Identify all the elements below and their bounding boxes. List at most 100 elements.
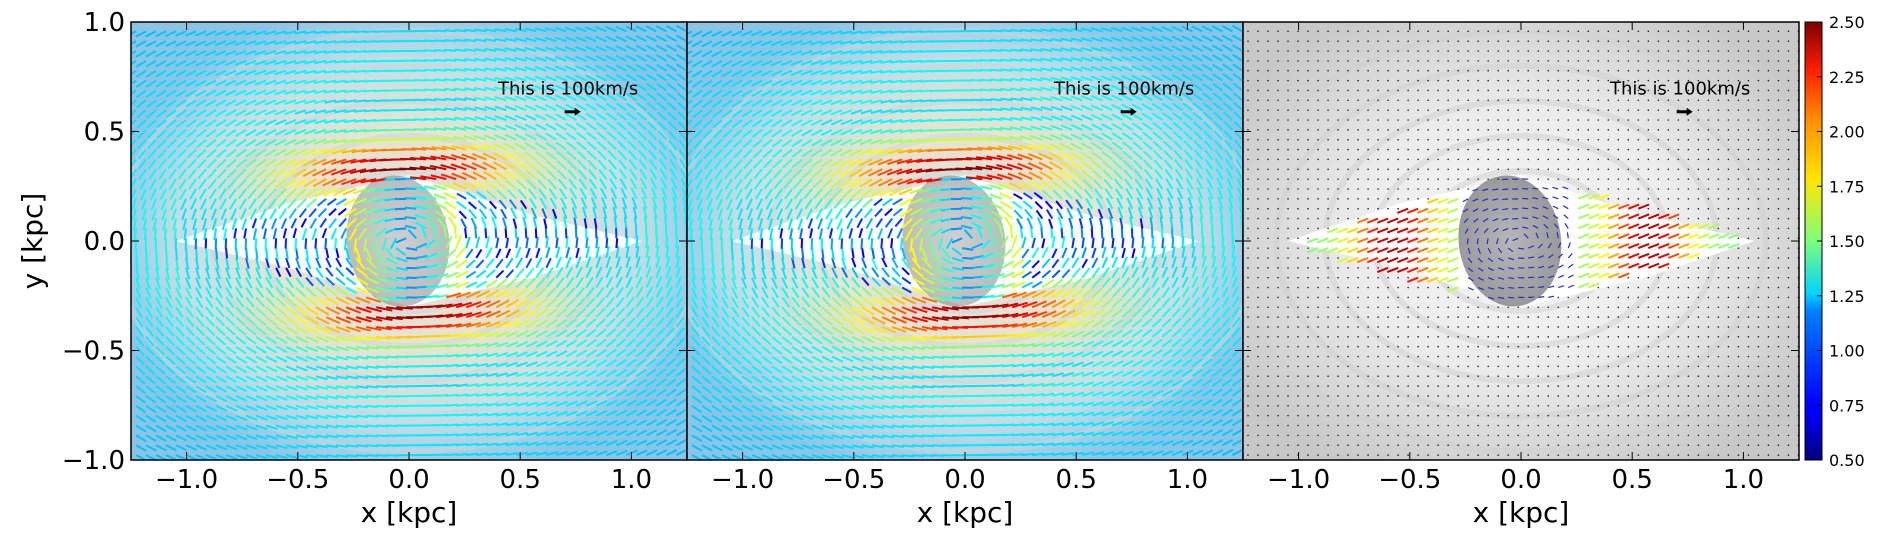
vector-arrow [325, 238, 326, 249]
vector-arrow [276, 238, 277, 248]
vector-arrow [466, 454, 478, 455]
vector-arrow [912, 455, 924, 456]
vector-arrow [286, 238, 287, 248]
vector-arrow [1162, 237, 1163, 248]
vector-arrow [405, 188, 416, 189]
vector-arrow [385, 189, 397, 190]
vector-arrow [972, 287, 983, 288]
vector-arrow [961, 208, 972, 209]
vector-arrow [405, 208, 416, 209]
vector-arrow [246, 248, 247, 259]
vector-arrow [556, 238, 557, 249]
x-tick-label: 0.5 [500, 465, 541, 495]
vector-arrow [812, 248, 813, 260]
vector-arrow [932, 455, 944, 456]
vector-arrow [206, 248, 207, 260]
vector-arrow [376, 455, 388, 456]
vector-arrow [346, 455, 358, 456]
vector-arrow [891, 238, 892, 248]
vector-arrow [902, 455, 914, 456]
vector-arrow [315, 238, 316, 248]
vector-arrow [586, 237, 587, 248]
vector-arrow [1062, 228, 1063, 239]
vector-arrow [962, 258, 973, 259]
vector-arrow [216, 248, 217, 259]
vector-arrow [832, 238, 833, 249]
vector-arrow [752, 248, 753, 260]
vector-arrow [822, 238, 823, 250]
vector-arrow [922, 455, 934, 456]
vector-arrow [1092, 238, 1093, 248]
vector-arrow [1122, 238, 1123, 248]
vector-arrow [871, 238, 872, 250]
panels: This is 100km/s−1.0 −0.5 0.0 0.5 1.01.00.50.… [16, 8, 1815, 529]
vector-arrow [416, 297, 427, 298]
vector-arrow [802, 248, 803, 259]
vector-arrow [762, 248, 763, 259]
vector-arrow [942, 455, 954, 456]
vector-arrow [305, 238, 306, 249]
vector-arrow [941, 179, 953, 180]
vector-arrow [366, 455, 378, 456]
vector-arrow [901, 238, 902, 250]
vector-arrow [145, 228, 146, 240]
vector-arrow [616, 238, 617, 248]
vector-arrow [952, 297, 964, 298]
vector-arrow [576, 237, 577, 248]
y-tick-label: 1.0 [84, 8, 125, 38]
vector-arrow [546, 227, 547, 238]
vector-arrow [881, 238, 882, 248]
y-tick-label: −0.5 [62, 337, 125, 367]
vector-arrow [691, 228, 692, 240]
vector-arrow [345, 238, 346, 250]
vector-arrow [842, 238, 843, 249]
vector-arrow [952, 288, 964, 289]
vector-arrow [396, 297, 408, 298]
vector-arrow [335, 238, 336, 250]
x-axis-label: x [kpc] [361, 496, 458, 529]
vector-arrow [606, 238, 607, 248]
vector-arrow [1102, 227, 1103, 238]
vector-arrow [961, 188, 972, 189]
vector-arrow [1132, 238, 1133, 249]
vector-arrow [782, 248, 783, 260]
y-axis-label: y [kpc] [16, 193, 49, 290]
vector-arrow [135, 228, 136, 240]
vector-arrow [385, 179, 397, 180]
vector-arrow [395, 219, 406, 220]
vector-arrow [465, 228, 466, 238]
x-tick-label: 0.0 [388, 465, 429, 495]
y-tick-label: 0.5 [84, 118, 125, 148]
vector-arrow [972, 297, 983, 298]
vector-arrow [1082, 227, 1083, 238]
vector-arrow [396, 288, 408, 289]
vector-arrow [416, 287, 427, 288]
vector-arrow [226, 248, 227, 258]
vector-arrow [861, 238, 862, 249]
vector-arrow [951, 228, 962, 229]
vector-arrow [526, 228, 527, 238]
vector-arrow [495, 227, 496, 238]
vector-arrow [1102, 238, 1103, 249]
vector-arrow [941, 189, 953, 190]
x-tick-label: −1.0 [711, 465, 774, 495]
vector-arrow [405, 198, 416, 199]
x-tick-label: −0.5 [822, 465, 885, 495]
vector-arrow [196, 248, 197, 260]
vector-arrow [416, 267, 427, 268]
vector-arrow [972, 267, 983, 268]
vector-arrow [1092, 228, 1093, 238]
vector-arrow [961, 198, 972, 199]
x-tick-label: −1.0 [155, 465, 218, 495]
vector-arrow [506, 228, 507, 238]
vector-arrow [851, 238, 852, 249]
panel-2: This is 100km/s−1.0 −0.5 0.0 0.5 1.0x [kpc] [671, 22, 1258, 529]
x-tick-label: −0.5 [266, 465, 329, 495]
vector-arrow [556, 227, 557, 238]
vector-arrow [1112, 238, 1113, 248]
reference-arrow-label: This is 100km/s [497, 78, 638, 99]
vector-arrow [1172, 237, 1173, 248]
y-tick-label: 0.0 [84, 227, 125, 257]
vector-arrow [596, 237, 597, 248]
vector-arrow [395, 228, 406, 229]
